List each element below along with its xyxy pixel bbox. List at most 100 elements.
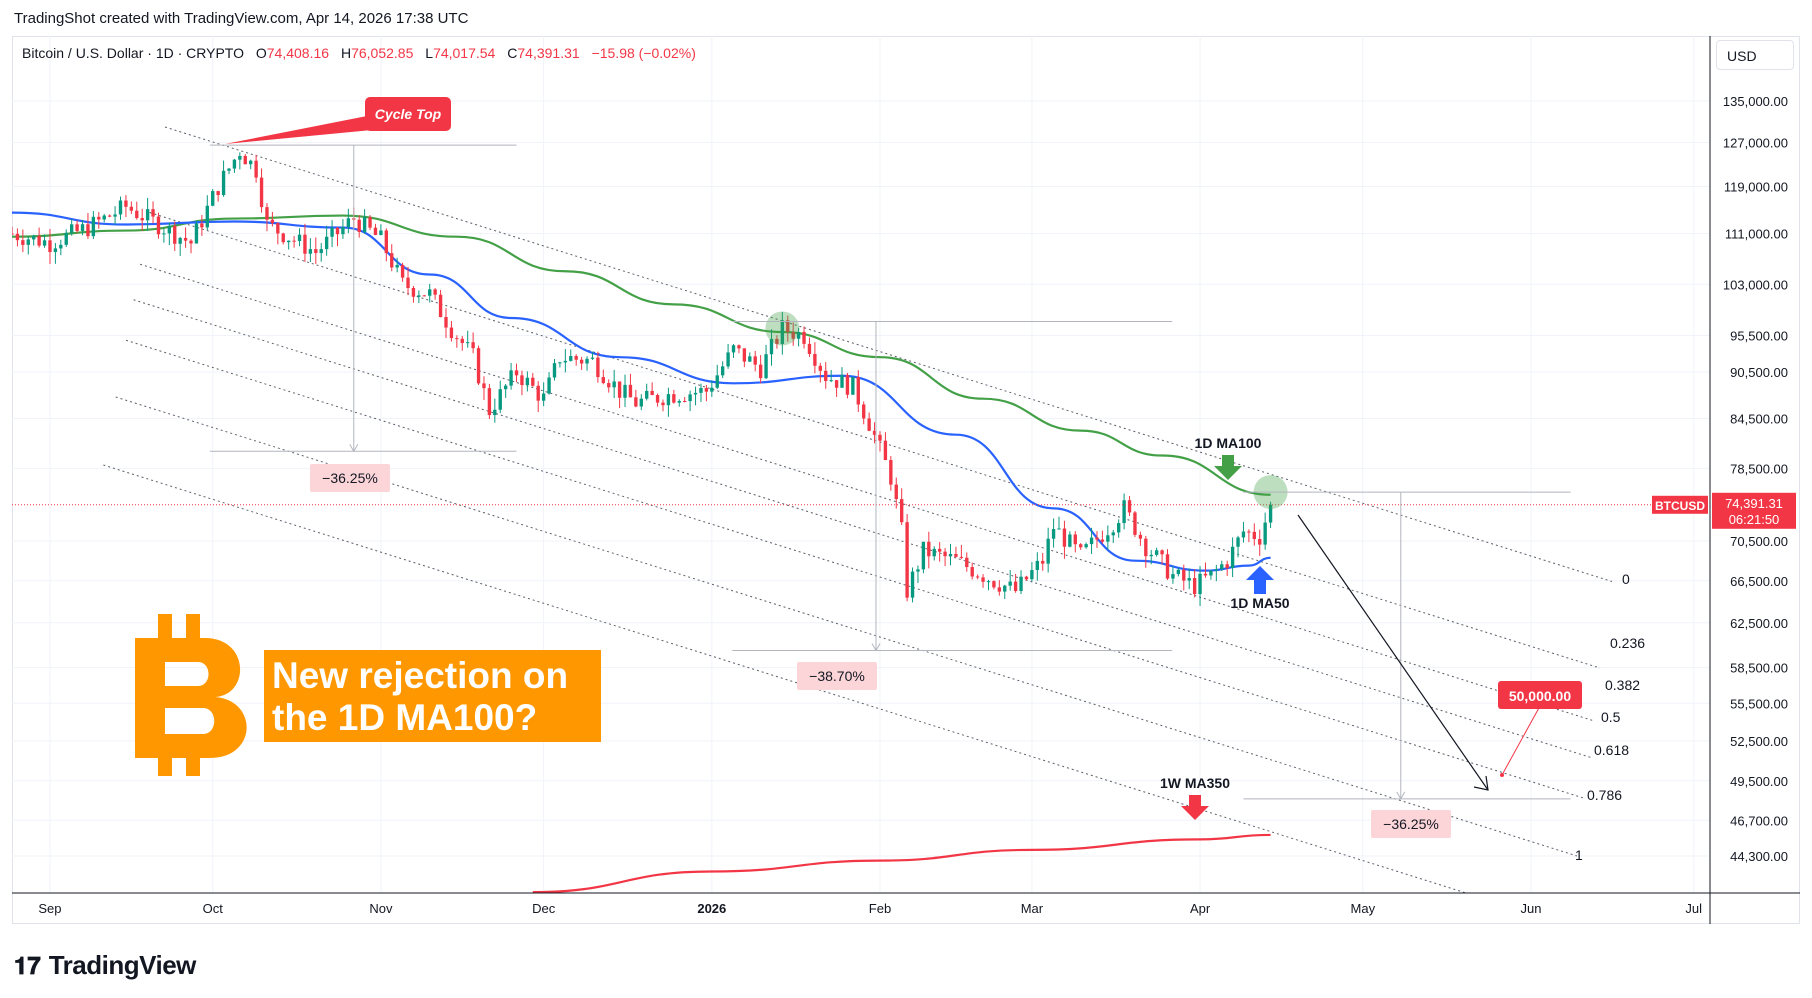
candle-body [1068, 534, 1072, 547]
candle-body [1187, 577, 1191, 581]
candle-body [596, 357, 600, 378]
price-tick-label: 103,000.00 [1723, 277, 1788, 292]
candle-body [1252, 531, 1256, 540]
candle-body [585, 358, 589, 364]
candle-body [710, 387, 714, 392]
candle-body [1030, 570, 1034, 580]
candle-body [563, 360, 568, 363]
candle-body [1046, 538, 1050, 564]
price-tick-label: 52,500.00 [1730, 734, 1788, 749]
candle-body [1117, 523, 1121, 533]
change-value: −15.98 (−0.02%) [591, 45, 696, 61]
drop-1-label-bg [310, 464, 390, 492]
btc-shape [135, 638, 247, 758]
candle-body [688, 394, 692, 402]
candle-body [1073, 534, 1077, 545]
candle-body [764, 354, 768, 379]
time-tick-nov: Nov [369, 901, 393, 916]
candle-body [400, 264, 405, 278]
candle-body [183, 237, 188, 241]
candle-body [460, 338, 464, 343]
candle-body [493, 409, 497, 416]
price-tick-label: 46,700.00 [1730, 813, 1788, 828]
candle-body [900, 499, 904, 523]
grid [12, 36, 1710, 893]
candle-body [308, 249, 313, 254]
candle-body [37, 235, 41, 246]
time-tick-feb: Feb [869, 901, 891, 916]
candle-body [872, 430, 877, 435]
bitcoin-logo-icon [135, 614, 247, 776]
candle-body [1084, 544, 1088, 548]
candle-body [954, 553, 958, 557]
candle-body [303, 234, 307, 254]
candle-body [368, 217, 372, 228]
candle-body [1035, 560, 1039, 571]
candle-body [26, 239, 30, 245]
candle-body [894, 484, 898, 500]
candle-body [699, 388, 703, 393]
candle-body [503, 385, 508, 390]
candle-body [769, 338, 774, 355]
candle-body [135, 210, 139, 219]
candle-body [1003, 585, 1007, 592]
candle-body [867, 418, 871, 431]
fib-label-0: 0 [1622, 571, 1630, 587]
candle-body [1133, 512, 1137, 535]
candle-body [221, 170, 226, 196]
time-tick-oct: Oct [203, 901, 224, 916]
drop-2-label: −38.70% [809, 668, 865, 684]
candle-body [12, 233, 14, 235]
candle-body [791, 331, 795, 339]
time-tick-jun: Jun [1520, 901, 1541, 916]
candle-body [726, 352, 730, 367]
candle-body [509, 370, 513, 386]
price-tick-label: 127,000.00 [1723, 135, 1788, 150]
chart-frame [12, 36, 1800, 924]
tradingview-logo-icon: 𝟏𝟕 [14, 951, 41, 980]
candle-body [927, 541, 931, 557]
candle-body [742, 348, 747, 362]
candle-body [997, 587, 1002, 592]
candle-body [1160, 550, 1164, 555]
candle-body [1079, 544, 1083, 548]
price-tick-label: 49,500.00 [1730, 774, 1788, 789]
candle-body [970, 567, 974, 577]
candle-body [558, 362, 562, 364]
candle-body [541, 393, 546, 401]
time-tick-apr: Apr [1190, 901, 1211, 916]
candle-body [145, 209, 150, 221]
price-tick-label: 135,000.00 [1723, 94, 1788, 109]
low-value: 74,017.54 [433, 45, 496, 61]
candle-body [227, 168, 231, 171]
candle-body [715, 375, 719, 388]
candle-body [200, 223, 204, 228]
candle-body [42, 240, 47, 246]
candle-body [1192, 577, 1197, 595]
fib-label-0-382: 0.382 [1605, 677, 1640, 693]
candle-body [840, 375, 844, 388]
candle-body [704, 388, 709, 392]
candle-body [476, 348, 481, 384]
candle-body [53, 248, 58, 253]
candle-body [666, 394, 671, 406]
high-value: 76,052.85 [351, 45, 414, 61]
candle-body [173, 225, 177, 244]
tradingview-logo[interactable]: 𝟏𝟕 TradingView [14, 950, 196, 981]
candle-body [992, 581, 996, 588]
cycle-top-badge [365, 97, 451, 131]
candle-body [314, 249, 318, 254]
candle-body [1024, 576, 1029, 580]
target-pointer [1501, 705, 1541, 776]
target-badge [1498, 681, 1582, 709]
candle-body [471, 342, 475, 349]
candle-body [959, 556, 964, 558]
symbol-description[interactable]: Bitcoin / U.S. Dollar · 1D · CRYPTO [22, 45, 244, 61]
candle-body [834, 380, 839, 388]
price-tick-label: 70,500.00 [1730, 534, 1788, 549]
candle-body [1111, 532, 1115, 536]
fib-label-0-5: 0.5 [1601, 709, 1621, 725]
currency-selector[interactable]: USD [1716, 40, 1794, 70]
candle-body [1149, 554, 1153, 557]
